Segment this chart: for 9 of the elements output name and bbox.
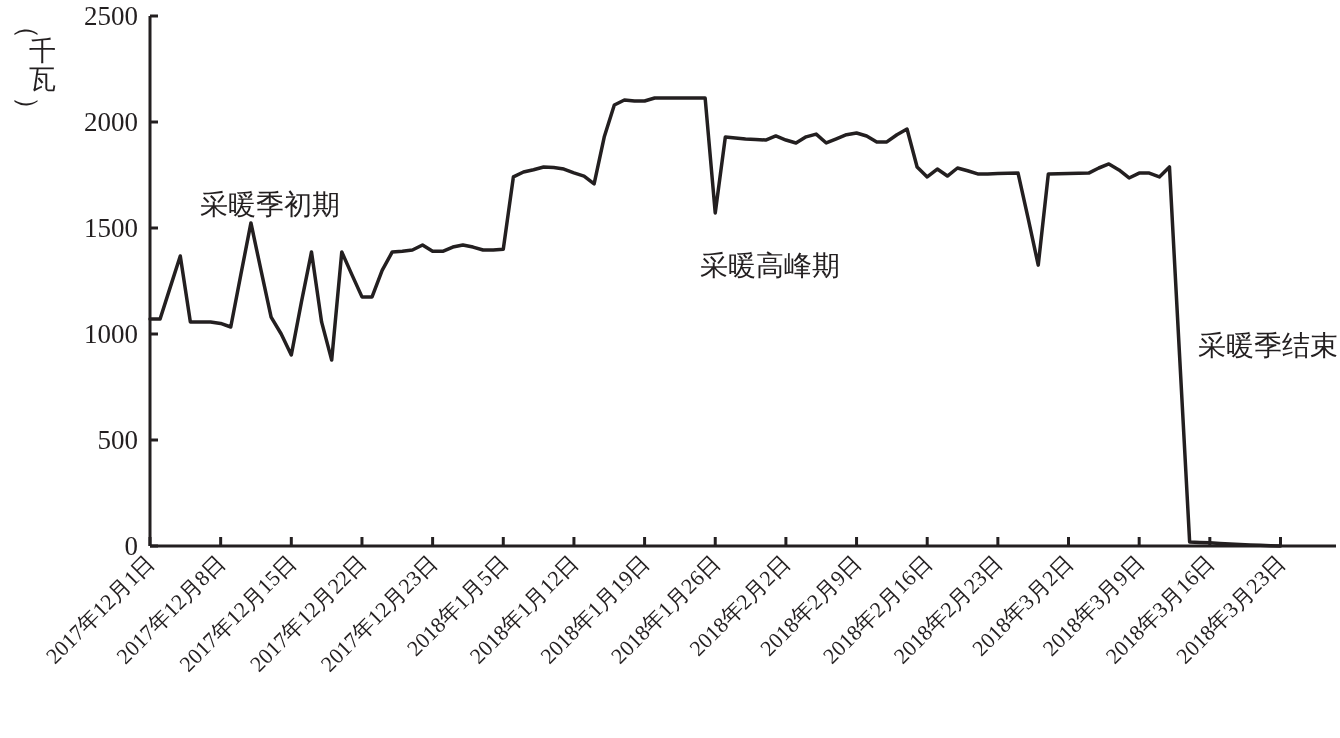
y-axis-title: （千瓦） (12, 12, 56, 123)
y-tick-label: 2000 (84, 107, 138, 137)
annotation: 采暖高峰期 (700, 250, 840, 281)
y-tick-label: 1500 (84, 213, 138, 243)
annotation: 采暖季结束 (1198, 330, 1338, 361)
y-tick-label: 1000 (84, 319, 138, 349)
annotation: 采暖季初期 (200, 189, 340, 220)
y-tick-label: 2500 (84, 1, 138, 31)
y-tick-label: 500 (97, 425, 138, 455)
